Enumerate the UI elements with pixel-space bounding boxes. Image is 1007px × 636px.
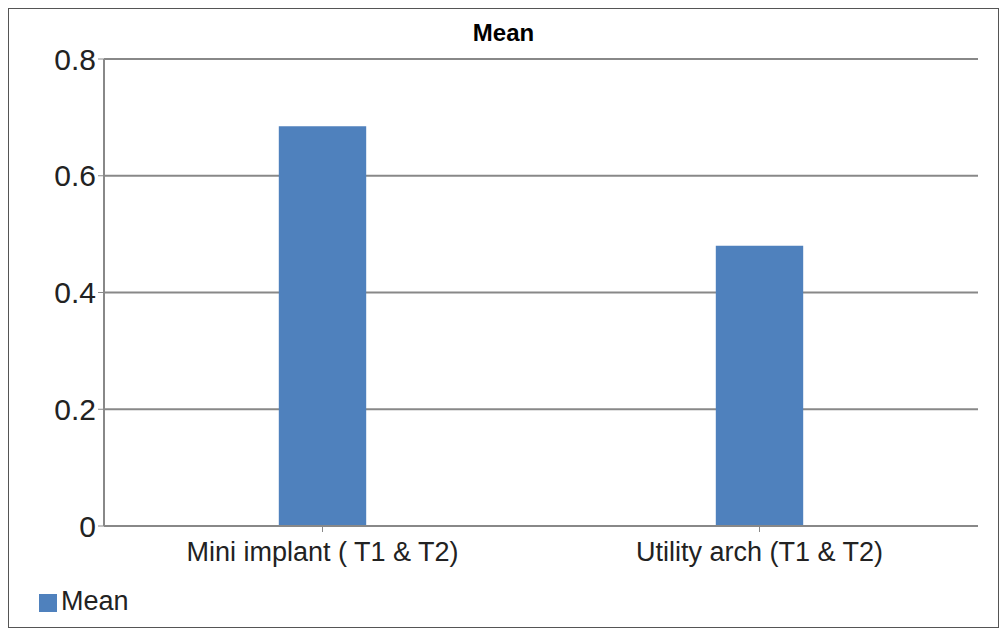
svg-text:Mini implant ( T1 & T2): Mini implant ( T1 & T2) [186, 537, 458, 567]
svg-text:0: 0 [79, 510, 96, 543]
html-text:Mean: Mean [472, 19, 535, 46]
svg-text:0.8: 0.8 [54, 43, 96, 76]
svg-text:Utility arch (T1 & T2): Utility arch (T1 & T2) [636, 537, 883, 567]
svg-text:0.4: 0.4 [54, 276, 96, 309]
html-text:Mean: Mean [61, 586, 129, 616]
svg-text:0.2: 0.2 [54, 393, 96, 426]
svg-text:0.6: 0.6 [54, 159, 96, 192]
